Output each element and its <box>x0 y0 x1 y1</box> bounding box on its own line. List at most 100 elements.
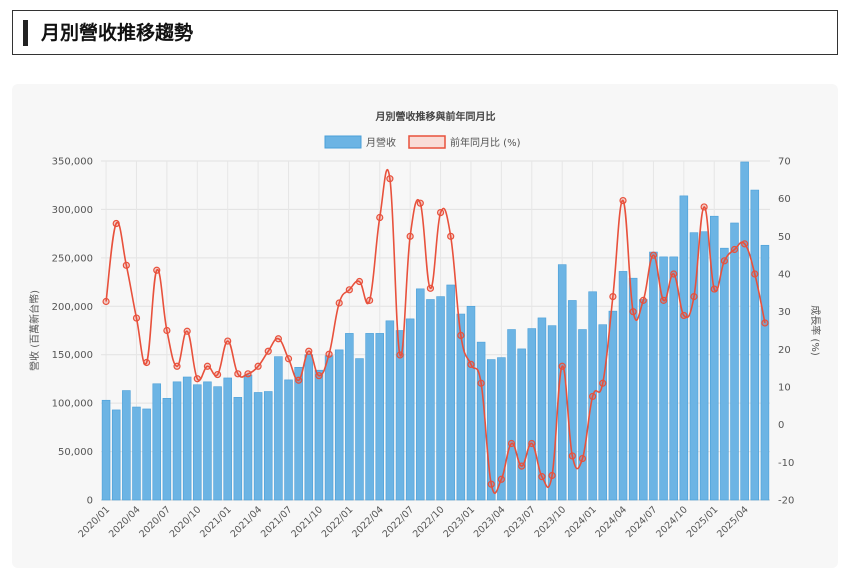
point-yoy <box>274 335 282 343</box>
bar-revenue <box>466 305 476 501</box>
bar-revenue <box>436 296 445 501</box>
x-tick-label: 2020/01 <box>77 504 113 540</box>
point-yoy <box>143 358 151 367</box>
x-tick-label: 2023/01 <box>441 504 477 540</box>
y-right-tick-label: 0 <box>778 420 784 431</box>
x-tick-label: 2022/04 <box>350 504 386 540</box>
header-accent-bar <box>23 20 28 46</box>
y-right-tick-label: -10 <box>778 458 794 469</box>
bar-revenue <box>405 318 415 501</box>
point-yoy <box>507 439 516 448</box>
bar-revenue <box>527 328 537 501</box>
point-yoy <box>244 370 252 378</box>
bar-revenue <box>730 222 739 501</box>
point-yoy <box>406 232 414 240</box>
bar-revenue <box>669 256 678 501</box>
bar-revenue <box>568 300 577 501</box>
point-yoy <box>295 376 303 384</box>
bar-revenue <box>294 367 303 501</box>
bar-revenue <box>547 325 557 501</box>
bar-revenue <box>213 386 222 501</box>
point-yoy <box>163 326 171 335</box>
bar-revenue <box>365 333 374 501</box>
y-right-tick-label: 50 <box>778 232 791 243</box>
x-tick-label: 2022/10 <box>411 504 447 540</box>
point-yoy <box>558 362 566 370</box>
point-yoy <box>467 360 475 368</box>
bar-revenue <box>416 288 425 501</box>
bar-revenue <box>720 247 729 501</box>
bar-revenue <box>476 341 486 501</box>
bar-revenue <box>132 406 141 501</box>
y-right-tick-label: 70 <box>778 157 791 168</box>
point-yoy <box>690 293 698 301</box>
y-right-tick-label: 60 <box>778 194 791 205</box>
point-yoy <box>345 286 353 294</box>
chart-card: 月別營收推移與前年同月比 月營收 前年同月比 (%) 0 50,000 100,000 15… <box>12 84 838 568</box>
y-left-axis-title: 營收 (百萬新台幣) <box>28 290 41 371</box>
point-yoy <box>639 296 647 304</box>
point-yoy <box>396 351 404 359</box>
bar-revenue <box>304 354 314 501</box>
bar-revenue <box>385 320 395 501</box>
legend-label-revenue: 月營收 <box>366 136 396 149</box>
y-right-tick-label: 40 <box>778 270 791 281</box>
point-yoy <box>376 213 384 222</box>
point-yoy <box>761 319 769 327</box>
point-yoy <box>102 297 110 306</box>
chart-title: 月別營收推移與前年同月比 <box>375 110 496 123</box>
bar-revenue <box>446 284 455 501</box>
x-tick-label: 2022/01 <box>320 504 356 540</box>
bar-revenue <box>324 355 334 501</box>
point-yoy <box>234 370 242 378</box>
point-yoy <box>477 379 485 387</box>
bar-revenue <box>760 244 770 501</box>
bar-revenue <box>598 324 608 501</box>
bar-revenue <box>203 381 212 501</box>
x-tick-label: 2023/10 <box>533 504 569 540</box>
point-yoy <box>183 327 191 335</box>
bar-revenue <box>639 299 648 501</box>
bar-revenue <box>345 333 354 501</box>
point-yoy <box>720 257 728 265</box>
point-yoy <box>193 375 201 383</box>
x-tick-label: 2020/04 <box>107 504 143 540</box>
bar-revenue <box>223 377 232 501</box>
point-yoy <box>730 245 739 254</box>
bar-revenue <box>608 310 618 501</box>
bar-revenue <box>172 381 182 501</box>
bar-revenue <box>699 231 709 501</box>
point-yoy <box>436 209 445 217</box>
bar-revenue <box>193 384 202 501</box>
page-header: 月別營收推移趨勢 <box>12 10 838 55</box>
bar-revenue <box>111 409 121 501</box>
x-tick-label: 2025/01 <box>685 504 721 540</box>
legend-label-yoy: 前年同月比 (%) <box>450 136 521 149</box>
bar-revenue <box>618 271 628 501</box>
bar-revenue <box>659 256 668 501</box>
bar-revenue <box>233 397 243 501</box>
page-title: 月別營收推移趨勢 <box>41 22 194 44</box>
legend-swatch-yoy <box>408 135 446 149</box>
point-yoy <box>487 480 495 488</box>
point-yoy <box>284 355 293 363</box>
bar-revenue <box>507 329 516 501</box>
x-tick-label: 2024/04 <box>593 504 629 540</box>
bar-revenue <box>395 330 405 501</box>
point-yoy <box>366 296 374 304</box>
bar-revenue <box>284 379 293 501</box>
bar-revenue <box>253 392 263 501</box>
y-right-tick-label: 30 <box>778 307 791 318</box>
y-left-tick-label: 200,000 <box>52 302 93 313</box>
point-yoy <box>213 370 222 379</box>
bar-revenue <box>689 232 699 501</box>
bar-revenue <box>334 349 344 501</box>
x-tick-label: 2025/04 <box>715 504 751 540</box>
point-yoy <box>700 203 708 211</box>
bar-revenue <box>628 277 638 501</box>
bar-revenue <box>426 299 435 501</box>
bar-revenue <box>517 348 526 501</box>
bar-revenue <box>497 357 506 501</box>
point-yoy <box>629 308 637 316</box>
line-yoy <box>105 169 766 495</box>
